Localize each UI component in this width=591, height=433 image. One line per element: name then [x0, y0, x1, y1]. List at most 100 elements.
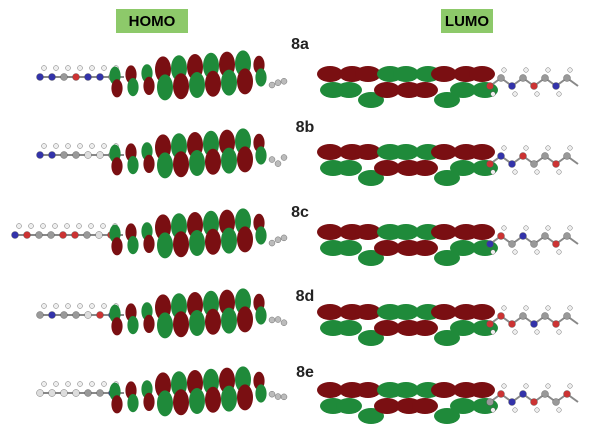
- atom: [508, 160, 516, 168]
- atom: [268, 156, 276, 163]
- atom: [36, 389, 44, 397]
- atom: [497, 390, 505, 398]
- atom: [512, 329, 518, 335]
- atom: [552, 82, 560, 90]
- atom: [545, 305, 551, 311]
- atom: [490, 407, 496, 413]
- atom: [53, 65, 59, 71]
- atom: [512, 169, 518, 175]
- atom: [552, 398, 560, 406]
- atom: [519, 74, 527, 82]
- orbital-lobe: [355, 144, 381, 160]
- atom: [48, 311, 56, 319]
- atom: [552, 240, 560, 248]
- atom: [101, 381, 107, 387]
- orbital-lobe: [237, 226, 253, 253]
- orbital-lobe: [189, 230, 205, 256]
- atom: [490, 169, 496, 175]
- atom: [274, 316, 282, 323]
- atom: [84, 73, 92, 81]
- atom: [96, 151, 104, 159]
- row: 8c: [11, 204, 579, 266]
- orbital-lobe: [143, 76, 155, 95]
- orbital-lobe: [157, 74, 173, 101]
- atom: [563, 390, 571, 398]
- atom: [523, 67, 529, 73]
- orbital-lobe: [157, 152, 173, 179]
- lumo-header-box: [441, 9, 493, 33]
- atom: [523, 145, 529, 151]
- atom: [534, 169, 540, 175]
- atom: [65, 303, 71, 309]
- atom: [274, 236, 282, 243]
- atom: [53, 303, 59, 309]
- orbital-lobe: [450, 240, 476, 256]
- atom: [530, 398, 538, 406]
- orbital-lobe: [431, 144, 457, 160]
- orbital-lobe: [237, 68, 253, 95]
- atom: [96, 311, 104, 319]
- orbital-lobe: [434, 330, 460, 346]
- atom: [16, 223, 22, 229]
- orbital-lobe: [355, 224, 381, 240]
- atom: [563, 74, 571, 82]
- atom: [545, 145, 551, 151]
- atom: [28, 223, 34, 229]
- orbital-lobe: [173, 231, 189, 258]
- atom: [497, 232, 505, 240]
- atom: [48, 389, 56, 397]
- orbital-lobe: [221, 385, 237, 412]
- atom: [508, 398, 516, 406]
- atom: [101, 303, 107, 309]
- atom: [486, 240, 494, 248]
- orbital-lobe: [431, 382, 457, 398]
- atom: [552, 160, 560, 168]
- orbital-lobe: [355, 382, 381, 398]
- atom: [501, 383, 507, 389]
- orbital-lobe: [127, 156, 139, 175]
- atom: [280, 154, 288, 161]
- orbital-lobe: [221, 147, 237, 174]
- atom: [541, 390, 549, 398]
- orbital-lobe: [205, 308, 221, 335]
- atom: [65, 65, 71, 71]
- orbital-lobe: [450, 82, 476, 98]
- compound-label: 8c: [291, 204, 309, 221]
- orbital-lobe: [111, 157, 123, 176]
- orbital-lobe: [255, 226, 267, 245]
- atom: [40, 223, 46, 229]
- orbital-lobe: [317, 382, 343, 398]
- row: 8d: [36, 288, 579, 346]
- atom: [534, 329, 540, 335]
- atom: [501, 225, 507, 231]
- orbital-lobe: [127, 78, 139, 97]
- atom: [47, 231, 55, 239]
- orbital-lobe: [434, 250, 460, 266]
- atom: [567, 383, 573, 389]
- atom: [65, 143, 71, 149]
- orbital-lobe: [431, 304, 457, 320]
- atom: [65, 381, 71, 387]
- atom: [60, 389, 68, 397]
- atom: [530, 160, 538, 168]
- orbital-lobe: [173, 151, 189, 178]
- atom: [556, 91, 562, 97]
- atom: [23, 231, 31, 239]
- atom: [523, 225, 529, 231]
- atom: [11, 231, 19, 239]
- atom: [490, 91, 496, 97]
- atom: [48, 151, 56, 159]
- atom: [72, 311, 80, 319]
- orbital-lobe: [127, 394, 139, 413]
- orbital-lobe: [317, 66, 343, 82]
- atom: [60, 73, 68, 81]
- orbital-lobe: [221, 227, 237, 254]
- orbital-lobe: [358, 92, 384, 108]
- orbital-lobe: [374, 398, 400, 414]
- row: 8b: [36, 119, 579, 186]
- atom: [519, 152, 527, 160]
- atom: [530, 240, 538, 248]
- atom: [567, 305, 573, 311]
- homo-header-box: [116, 9, 188, 33]
- atom: [60, 311, 68, 319]
